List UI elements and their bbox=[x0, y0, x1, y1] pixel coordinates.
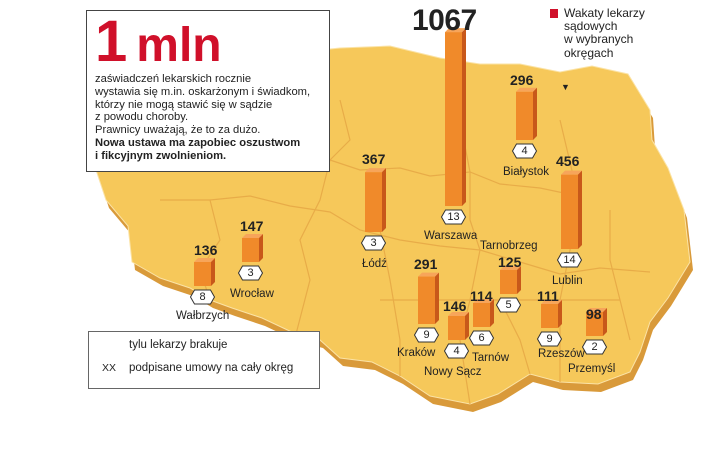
bar-krakow bbox=[418, 272, 439, 324]
contracts-walbrzych: 8 bbox=[199, 291, 206, 303]
badge-shape-lodz bbox=[360, 235, 387, 251]
headline-figure: 1 mln bbox=[95, 13, 323, 71]
badge-shape-tarnobrzeg bbox=[495, 297, 522, 313]
city-nowy-sacz: Nowy Sącz bbox=[424, 366, 482, 378]
vacancy-bars bbox=[194, 28, 607, 340]
badge-shape-wroclaw bbox=[237, 265, 264, 281]
city-bialystok: Białystok bbox=[503, 166, 550, 178]
vacancies-lublin: 456 bbox=[556, 153, 580, 169]
city-wroclaw: Wrocław bbox=[230, 288, 274, 300]
headline-box: 1 mln zaświadczeń lekarskich rocznie wys… bbox=[86, 10, 330, 172]
city-warszawa: Warszawa bbox=[424, 230, 478, 242]
legend-square-icon bbox=[550, 9, 558, 18]
bar-warszawa bbox=[445, 28, 466, 207]
bar-bialystok bbox=[516, 87, 537, 140]
bar-tarnobrzeg bbox=[500, 266, 521, 294]
badge-shape-nowy-sacz bbox=[443, 343, 470, 359]
city-walbrzych: Wałbrzych bbox=[176, 310, 230, 322]
headline-line: wystawia się m.in. oskarżonym i świadkom… bbox=[95, 85, 311, 98]
vacancies-tarnobrzeg: 125 bbox=[498, 254, 522, 270]
district-borders bbox=[160, 99, 651, 405]
contracts-rzeszow: 9 bbox=[546, 333, 553, 345]
badge-shape-tarnow bbox=[468, 330, 495, 346]
legend-badge-label: podpisane umowy na cały okręg bbox=[129, 362, 294, 374]
vacancies-bialystok: 296 bbox=[510, 72, 534, 88]
vacancies-rzeszow: 111 bbox=[537, 288, 559, 304]
city-lodz: Łódź bbox=[362, 258, 387, 270]
vacancies-przemysl: 98 bbox=[586, 306, 602, 322]
contracts-lodz: 3 bbox=[370, 237, 377, 249]
badge-shape-walbrzych bbox=[189, 289, 216, 305]
city-krakow: Kraków bbox=[397, 347, 436, 359]
legend-bar-row: tylu lekarzy brakuje bbox=[97, 338, 227, 352]
vacancies-nowy-sacz: 146 bbox=[443, 298, 467, 314]
contracts-nowy-sacz: 4 bbox=[453, 345, 460, 357]
headline-bold-line: i fikcyjnym zwolnieniom. bbox=[95, 149, 227, 162]
legend-bar-label: tylu lekarzy brakuje bbox=[129, 339, 228, 351]
bar-tarnow bbox=[473, 299, 494, 327]
badge-shape-warszawa bbox=[440, 209, 467, 225]
legend-bottom: tylu lekarzy brakuje XX podpisane umowy … bbox=[88, 331, 320, 389]
headline-unit: mln bbox=[136, 19, 222, 72]
headline-line: Prawnicy uważają, że to za dużo. bbox=[95, 124, 261, 137]
contracts-tarnow: 6 bbox=[478, 332, 485, 344]
contracts-przemysl: 2 bbox=[591, 341, 598, 353]
legend-badge-row: XX podpisane umowy na cały okręg bbox=[97, 362, 293, 374]
headline-bold-line: Nowa ustawa ma zapobiec oszustwom bbox=[95, 136, 301, 149]
contracts-lublin: 14 bbox=[563, 254, 576, 266]
contracts-bialystok: 4 bbox=[521, 145, 528, 157]
badge-shape-krakow bbox=[413, 327, 440, 343]
city-tarnobrzeg: Tarnobrzeg bbox=[480, 240, 538, 252]
contract-badges bbox=[189, 143, 608, 359]
headline-line: zaświadczeń lekarskich rocznie bbox=[95, 73, 252, 85]
badge-shape-rzeszow bbox=[536, 331, 563, 347]
city-rzeszow: Rzeszów bbox=[538, 348, 585, 360]
badge-shape-przemysl bbox=[581, 339, 608, 355]
bar-lodz bbox=[365, 168, 386, 232]
bar-wroclaw bbox=[242, 234, 263, 262]
city-przemysl: Przemyśl bbox=[568, 363, 616, 375]
bar-walbrzych bbox=[194, 258, 215, 286]
bar-lublin bbox=[561, 170, 582, 249]
headline-description: zaświadczeń lekarskich rocznie wystawia … bbox=[95, 73, 323, 163]
badge-shape-lublin bbox=[556, 252, 583, 268]
vacancies-walbrzych: 136 bbox=[194, 242, 218, 258]
bar-przemysl bbox=[586, 308, 607, 336]
vacancies-tarnow: 114 bbox=[470, 288, 493, 304]
bar-rzeszow bbox=[541, 300, 562, 328]
contracts-warszawa: 13 bbox=[447, 211, 460, 223]
city-lublin: Lublin bbox=[552, 275, 583, 287]
legend-top-text: Wakaty lekarzy sądowych w wybranych okrę… bbox=[564, 6, 645, 60]
headline-line: z powodu choroby. bbox=[95, 111, 189, 124]
vacancies-lodz: 367 bbox=[362, 151, 386, 167]
headline-number: 1 bbox=[95, 9, 127, 74]
vacancies-warszawa: 1067 bbox=[412, 4, 477, 37]
contracts-tarnobrzeg: 5 bbox=[505, 299, 512, 311]
arrow-down-icon: ▼ bbox=[561, 82, 570, 92]
headline-line: którzy nie mogą stawić się w sądzie bbox=[95, 98, 273, 111]
contracts-wroclaw: 3 bbox=[247, 267, 254, 279]
bar-nowy-sacz bbox=[448, 312, 469, 340]
contracts-krakow: 9 bbox=[423, 329, 430, 341]
city-tarnow: Tarnów bbox=[472, 352, 510, 364]
badge-shape-bialystok bbox=[511, 143, 538, 159]
vacancies-wroclaw: 147 bbox=[240, 218, 264, 234]
legend-badge-sample: XX bbox=[101, 362, 116, 374]
vacancies-krakow: 291 bbox=[414, 256, 438, 272]
